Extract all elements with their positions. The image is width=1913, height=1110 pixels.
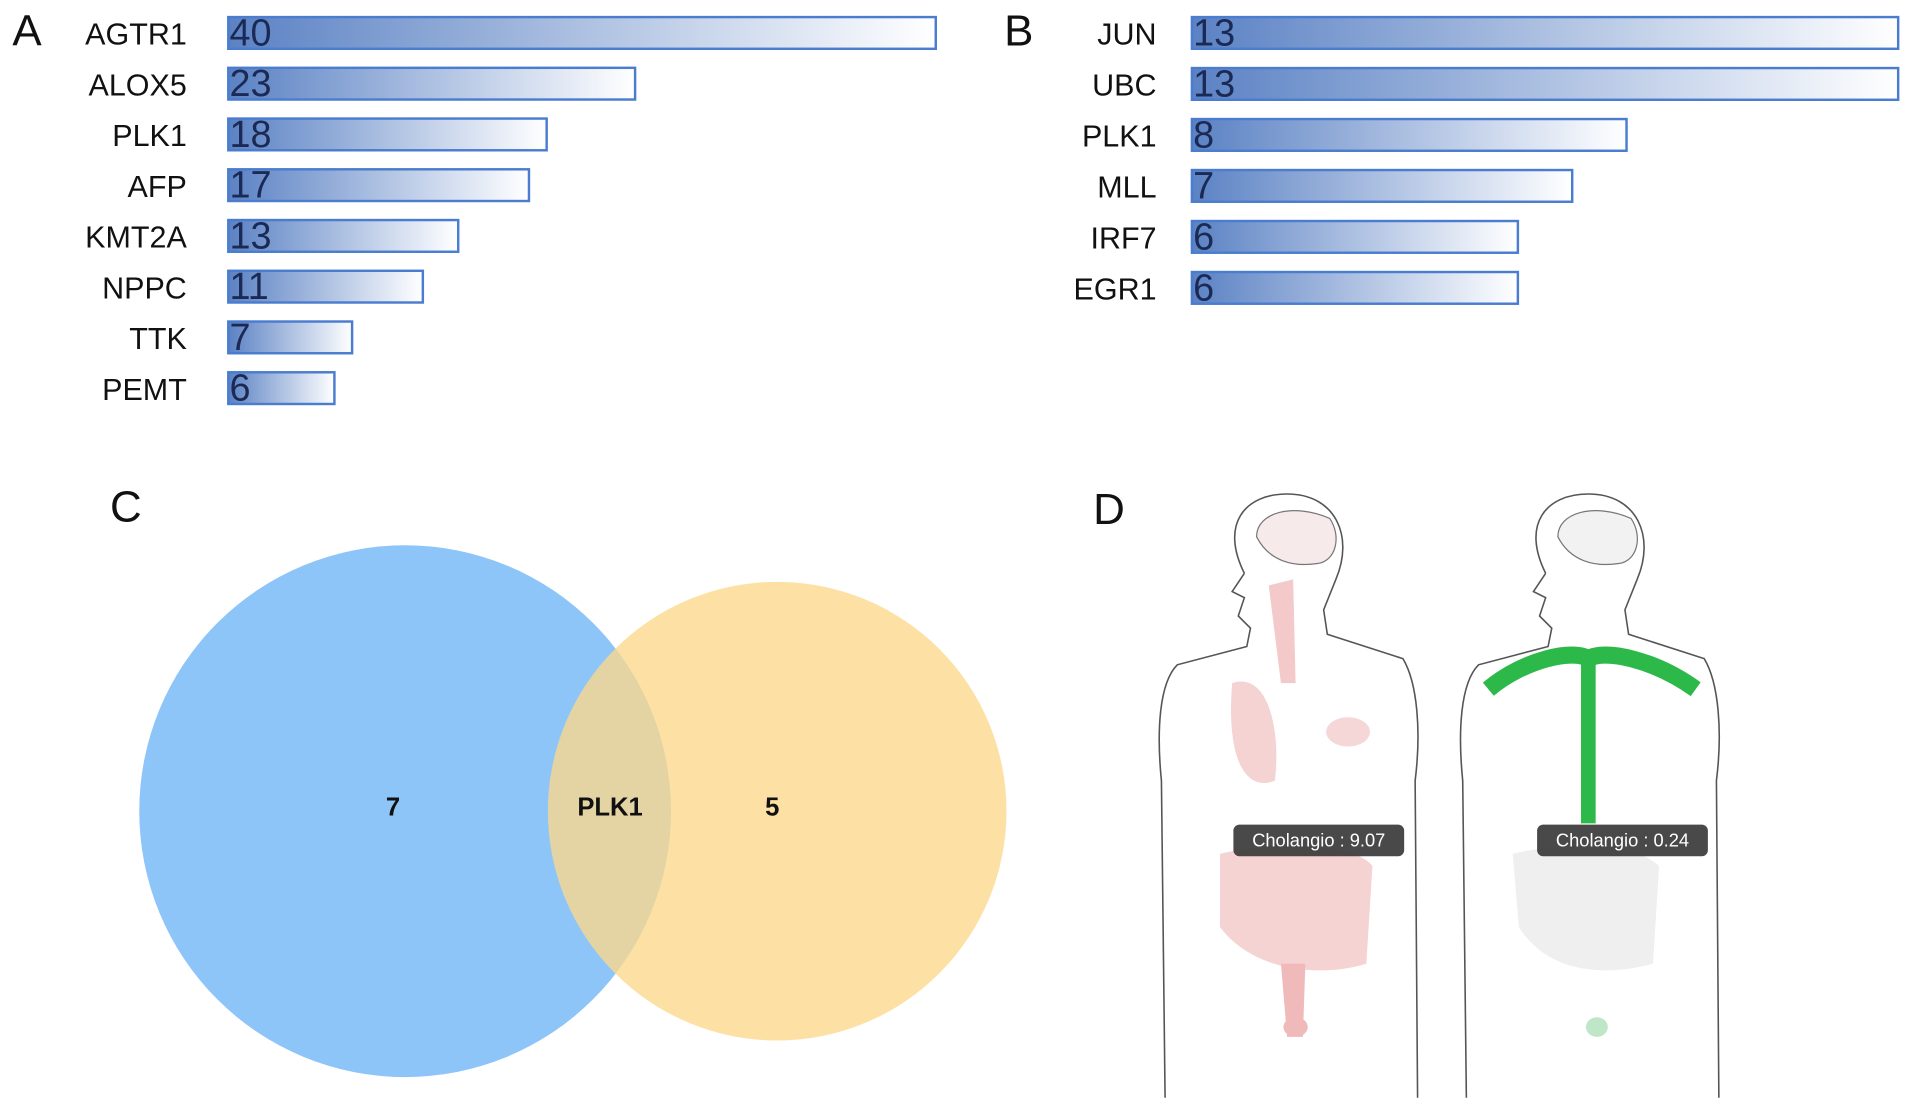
category-label: PEMT [102, 373, 187, 407]
value-label: 6 [1193, 267, 1214, 309]
panel-label: D [1093, 485, 1125, 534]
venn-count: 5 [765, 793, 779, 821]
category-label: AFP [128, 170, 187, 204]
body-maps [1158, 493, 1721, 1098]
value-label: 40 [230, 12, 272, 54]
category-label: TTK [129, 322, 187, 356]
value-label: 17 [230, 165, 272, 207]
value-label: 18 [230, 114, 272, 156]
panel-label: A [12, 7, 42, 56]
panel-label: C [110, 482, 142, 531]
bar [227, 168, 531, 203]
bar [1190, 270, 1520, 305]
tooltip-box [1537, 824, 1708, 857]
value-label: 11 [230, 266, 269, 308]
tooltip-text: Cholangio : 0.24 [1556, 829, 1689, 850]
value-label: 7 [1193, 165, 1214, 207]
category-label: PLK1 [1082, 120, 1157, 154]
value-label: 8 [1193, 114, 1214, 156]
category-label: IRF7 [1090, 222, 1156, 256]
bar [227, 218, 460, 253]
category-label: KMT2A [85, 221, 187, 255]
category-label: AGTR1 [85, 18, 187, 52]
body-diagram [1158, 493, 1419, 1098]
value-label: 6 [230, 368, 251, 410]
bar [1190, 117, 1628, 152]
bar [1190, 66, 1900, 101]
category-label: JUN [1097, 18, 1156, 52]
category-label: ALOX5 [89, 68, 187, 102]
bar [227, 66, 637, 101]
value-label: 13 [1193, 12, 1235, 54]
value-label: 6 [1193, 216, 1214, 258]
value-label: 23 [230, 63, 272, 105]
category-label: MLL [1097, 171, 1156, 205]
bar [1190, 219, 1520, 254]
bar [227, 269, 425, 304]
bar [227, 371, 336, 406]
venn-count: 7 [386, 793, 400, 821]
value-label: 7 [230, 317, 251, 359]
bar [227, 320, 354, 355]
bar [227, 15, 937, 51]
value-label: 13 [230, 215, 272, 257]
bar [1190, 15, 1900, 51]
tooltip-box [1233, 824, 1405, 857]
body-diagram [1459, 493, 1721, 1098]
category-label: EGR1 [1074, 273, 1157, 307]
panel-label: B [1004, 7, 1033, 56]
venn-set [547, 581, 1007, 1041]
bar [1190, 168, 1574, 203]
bar [227, 117, 548, 152]
value-label: 13 [1193, 63, 1235, 105]
tooltip-text: Cholangio : 9.07 [1252, 829, 1385, 850]
category-label: UBC [1092, 69, 1156, 103]
category-label: NPPC [102, 271, 187, 305]
venn-intersection: PLK1 [577, 793, 642, 821]
venn-set [139, 545, 672, 1078]
category-label: PLK1 [112, 119, 187, 153]
